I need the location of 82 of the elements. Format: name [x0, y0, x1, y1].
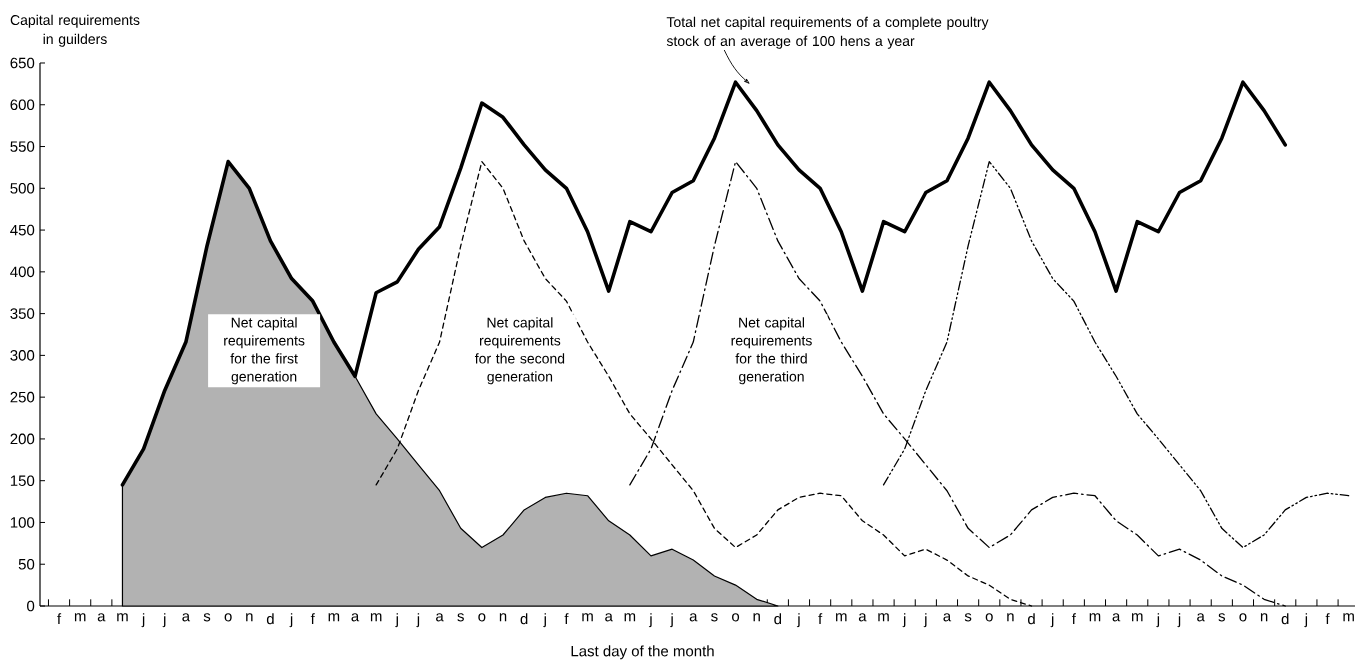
y-tick-label: 550 [10, 141, 35, 152]
x-tick-label: j [1156, 613, 1160, 628]
x-tick-label: f [1071, 613, 1076, 625]
x-tick-label: a [1112, 613, 1121, 622]
x-tick-label: m [836, 613, 847, 622]
x-axis-title: Last day of the month [571, 645, 714, 660]
x-tick-label: n [753, 613, 760, 622]
x-tick-label: a [97, 613, 106, 622]
x-tick-label: j [923, 613, 927, 628]
x-tick-label: o [224, 613, 232, 622]
x-tick-label: m [624, 613, 636, 622]
y-tick-label: 200 [10, 433, 35, 445]
y-tick-label: 500 [10, 183, 35, 194]
x-tick-label: j [648, 613, 652, 628]
x-tick-label: n [1260, 613, 1268, 622]
x-tick-label: m [1089, 613, 1101, 622]
y-tick-label: 450 [10, 224, 35, 236]
x-tick-label: d [266, 613, 274, 625]
x-tick-label: j [162, 613, 166, 628]
y-tick-label: 0 [27, 600, 35, 612]
x-tick-label: a [182, 613, 191, 622]
x-tick-label: m [74, 613, 86, 622]
x-tick-label: s [1218, 613, 1226, 622]
x-tick-label: d [1027, 613, 1035, 625]
x-tick-label: m [878, 613, 889, 622]
x-tick-label: a [351, 613, 360, 622]
x-tick-label: m [1343, 613, 1354, 622]
x-tick-label: s [711, 613, 718, 622]
x-tick-label: d [1281, 613, 1289, 625]
x-tick-label: n [499, 613, 507, 622]
x-tick-label: o [478, 613, 486, 622]
annotation: Net capital requirements for the second generation [474, 317, 565, 385]
x-tick-label: f [57, 613, 62, 625]
x-tick-label: j [1050, 613, 1054, 628]
x-tick-label: o [1239, 613, 1247, 622]
x-tick-label: j [902, 613, 906, 628]
x-tick-label: m [328, 613, 340, 622]
x-tick-label: d [774, 613, 782, 625]
x-tick-label: s [964, 613, 972, 622]
x-tick-label: a [436, 613, 444, 622]
y-tick-label: 650 [10, 57, 35, 69]
x-tick-label: a [858, 613, 867, 622]
x-tick-label: n [246, 613, 253, 622]
annotation: Net capital requirements for the third generation [731, 317, 812, 385]
x-tick-label: a [1197, 613, 1205, 622]
x-tick-label: o [985, 613, 993, 622]
y-axis-title: Capital requirements in guilders [10, 14, 140, 47]
y-tick-label: 350 [10, 308, 35, 319]
y-tick-label: 600 [10, 99, 35, 111]
x-tick-label: j [1177, 613, 1181, 628]
x-tick-label: j [141, 613, 145, 628]
y-tick-label: 300 [10, 350, 35, 361]
x-tick-label: n [1007, 613, 1014, 622]
x-tick-label: f [818, 613, 823, 625]
x-tick-label: d [520, 613, 528, 625]
x-tick-label: a [605, 613, 613, 622]
x-tick-label: m [370, 613, 382, 622]
x-tick-label: m [582, 613, 593, 622]
x-tick-label: j [416, 613, 420, 628]
y-tick-label: 250 [10, 391, 35, 403]
annotation: Net capital requirements for the first generation [224, 317, 305, 385]
x-tick-label: o [732, 613, 740, 622]
y-tick-label: 50 [18, 558, 35, 570]
x-tick-label: j [1304, 613, 1308, 628]
x-tick-label: j [395, 613, 398, 628]
x-tick-label: s [457, 613, 464, 622]
text: Total net capital requirements of a complete poultry stock of an average of 100 hens a year [666, 16, 989, 49]
y-tick-label: 400 [10, 266, 35, 278]
y-tick-label: 150 [10, 475, 35, 486]
x-tick-label: j [289, 613, 293, 628]
x-tick-label: j [670, 613, 673, 628]
x-tick-label: f [310, 613, 315, 625]
x-tick-label: s [203, 613, 211, 622]
x-tick-label: m [117, 613, 128, 622]
x-tick-label: j [796, 613, 800, 628]
x-tick-label: m [1131, 613, 1143, 622]
x-tick-label: a [943, 613, 952, 622]
x-tick-label: f [564, 613, 569, 625]
y-tick-label: 100 [10, 517, 35, 528]
x-tick-label: j [543, 613, 546, 628]
x-tick-label: f [1325, 613, 1330, 625]
x-tick-label: a [689, 613, 698, 622]
